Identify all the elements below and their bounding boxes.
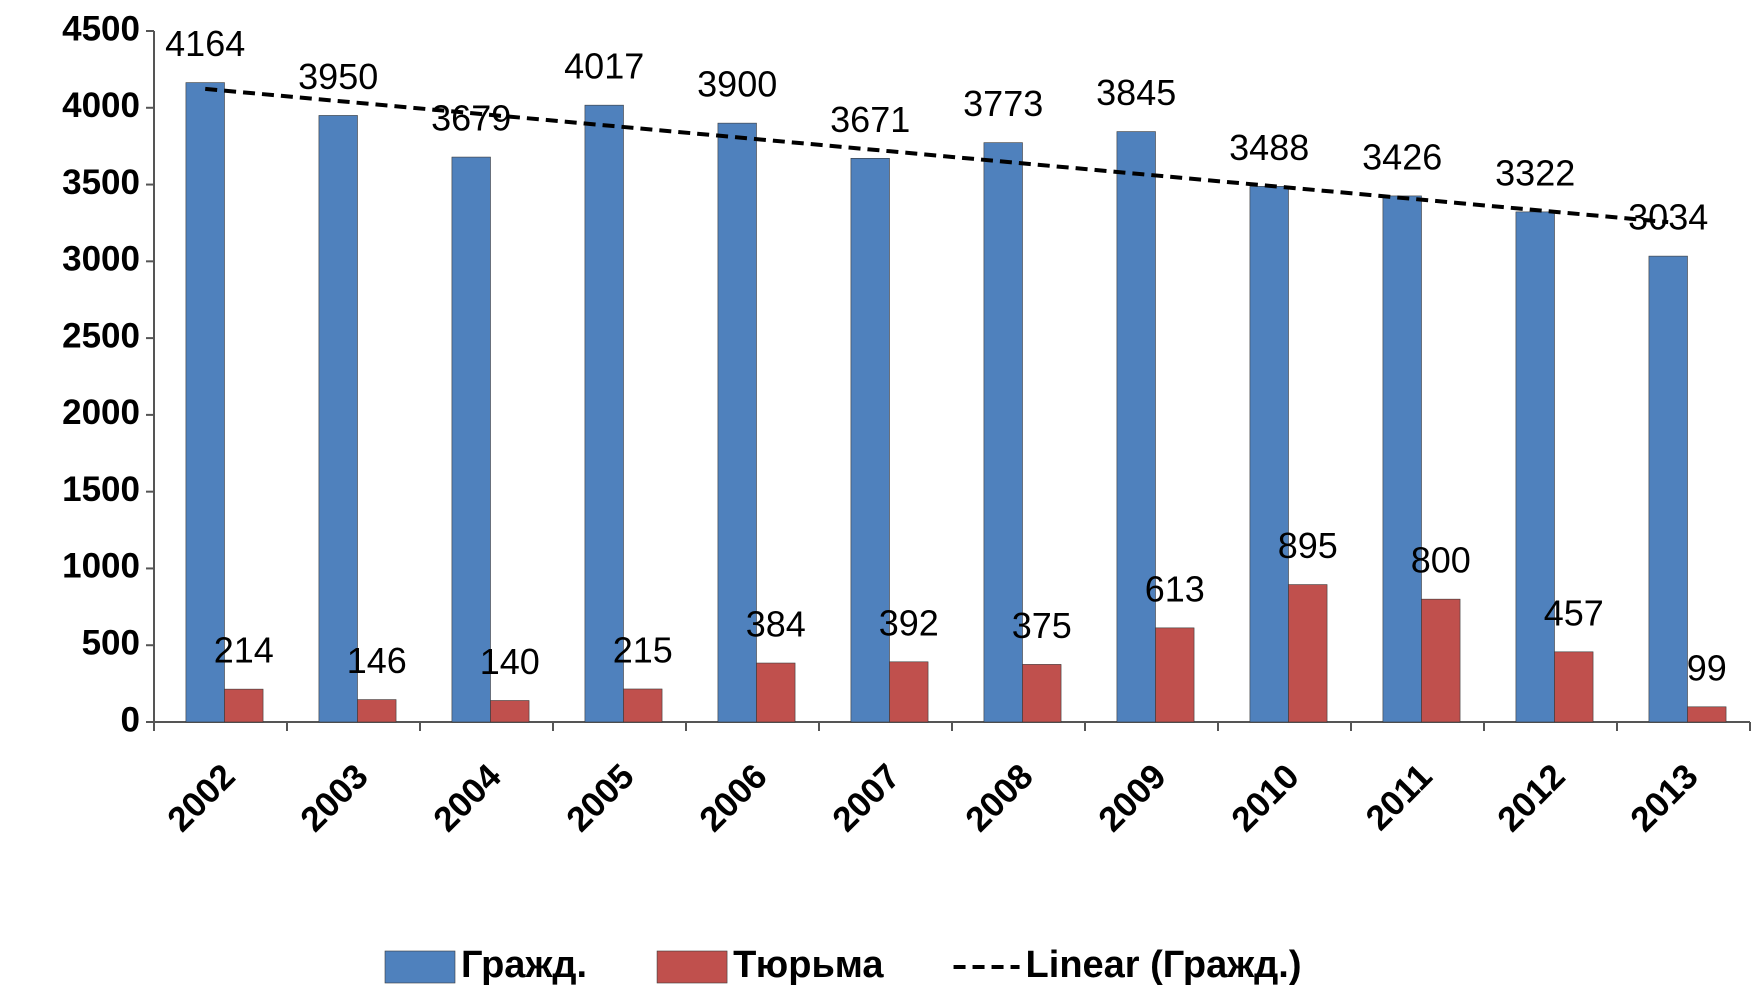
y-tick-label: 2000: [62, 393, 140, 432]
y-tick-label: 1500: [62, 470, 140, 509]
bar: [318, 115, 358, 723]
data-label: 3322: [1495, 152, 1575, 193]
data-label: 3950: [298, 56, 378, 97]
legend-label: Linear (Гражд.): [1026, 944, 1302, 986]
bar: [1648, 255, 1688, 723]
y-tick-label: 1000: [62, 547, 140, 586]
trendline: [205, 86, 1669, 225]
bar: [889, 661, 929, 723]
data-label: 375: [1012, 605, 1072, 646]
bar: [1155, 627, 1195, 723]
bar: [983, 142, 1023, 723]
y-tick-label: 4000: [62, 86, 140, 125]
data-label: 3773: [963, 83, 1043, 124]
bar: [584, 104, 624, 723]
bar: [1382, 195, 1422, 723]
legend-label: Гражд.: [461, 944, 587, 986]
x-tick-label: 2010: [1224, 757, 1307, 840]
y-tick-label: 3000: [62, 240, 140, 279]
bar: [224, 688, 264, 723]
data-label: 214: [214, 630, 274, 671]
data-label: 99: [1687, 647, 1727, 688]
data-label: 613: [1145, 568, 1205, 609]
x-tick-label: 2004: [426, 756, 509, 839]
data-label: 392: [879, 602, 939, 643]
y-tick-label: 0: [121, 700, 140, 739]
bar: [1515, 211, 1555, 723]
data-label: 3845: [1096, 72, 1176, 113]
legend-swatch: [384, 950, 456, 984]
data-label: 4017: [564, 46, 644, 87]
data-label: 215: [613, 630, 673, 671]
bar: [1249, 186, 1289, 723]
y-tick-label: 2500: [62, 316, 140, 355]
data-label: 146: [347, 640, 407, 681]
bar: [1116, 131, 1156, 723]
data-label: 3034: [1628, 197, 1708, 238]
x-tick-label: 2007: [825, 757, 908, 840]
legend-swatch: [656, 950, 728, 984]
bar: [1554, 651, 1594, 723]
x-tick-label: 2005: [559, 757, 642, 840]
y-tick-label: 3500: [62, 163, 140, 202]
data-label: 800: [1411, 540, 1471, 581]
data-label: 457: [1544, 592, 1604, 633]
x-tick-label: 2012: [1490, 757, 1573, 840]
data-label: 3488: [1229, 127, 1309, 168]
x-tick-label: 2002: [160, 757, 243, 840]
bar: [1421, 598, 1461, 723]
data-label: 3679: [431, 98, 511, 139]
bar: [1687, 706, 1727, 723]
data-label: 384: [746, 604, 806, 645]
bar: [185, 82, 225, 723]
bar: [850, 157, 890, 723]
data-label: 140: [480, 641, 540, 682]
y-tick-label: 4500: [62, 9, 140, 48]
x-tick-label: 2006: [692, 757, 775, 840]
x-tick-label: 2011: [1358, 757, 1439, 838]
x-tick-label: 2009: [1091, 757, 1174, 840]
data-label: 3426: [1362, 136, 1442, 177]
data-label: 4164: [165, 23, 245, 64]
x-tick-label: 2003: [293, 757, 376, 840]
bar: [357, 699, 397, 723]
bar: [756, 662, 796, 723]
bar: [490, 700, 530, 723]
bar: [1022, 664, 1062, 723]
x-tick-label: 2013: [1623, 757, 1706, 840]
legend-label: Тюрьма: [733, 944, 884, 986]
data-label: 895: [1278, 525, 1338, 566]
bar: [623, 688, 663, 723]
x-tick-label: 2008: [958, 757, 1041, 840]
bar: [451, 156, 491, 723]
y-tick-label: 500: [82, 623, 140, 662]
bar: [717, 122, 757, 723]
data-label: 3671: [830, 99, 910, 140]
data-label: 3900: [697, 64, 777, 105]
bar: [1288, 584, 1328, 723]
